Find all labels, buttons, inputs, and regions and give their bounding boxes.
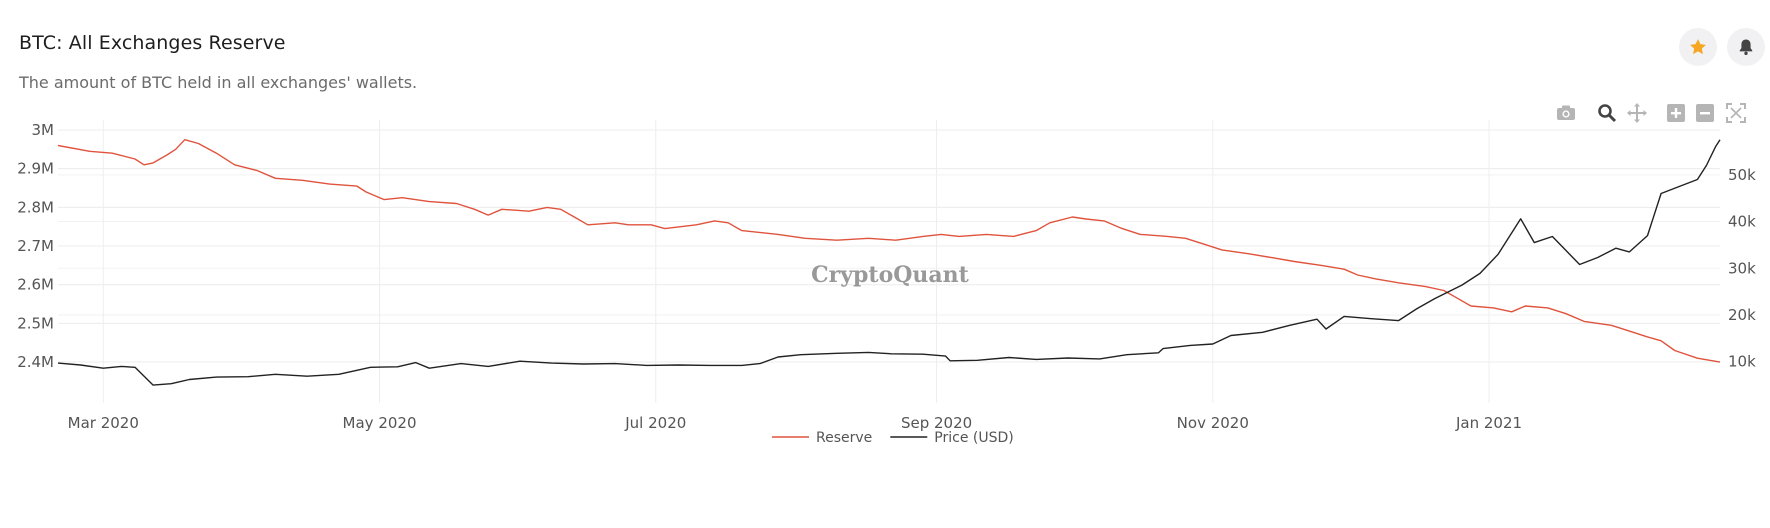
watermark-text: CryptoQuant — [811, 262, 970, 288]
y-left-tick-label: 2.9M — [17, 160, 54, 178]
y-left-tick-label: 2.8M — [17, 198, 54, 216]
x-tick-label: May 2020 — [343, 414, 417, 432]
y-axis-left: 3M 2.9M 2.8M 2.7M 2.6M 2.5M 2.4M — [17, 121, 54, 371]
legend-label: Reserve — [816, 430, 872, 446]
series — [57, 139, 1721, 386]
x-tick-label: Mar 2020 — [68, 414, 139, 432]
bell-icon — [1739, 39, 1753, 55]
series-line-price-usd — [57, 139, 1721, 386]
camera-icon[interactable] — [1556, 103, 1576, 123]
legend-label: Price (USD) — [934, 430, 1013, 446]
y-right-tick-label: 40k — [1728, 213, 1756, 231]
chart-area[interactable]: 3M 2.9M 2.8M 2.7M 2.6M 2.5M 2.4M 10k 20k 30k 40k 5… — [0, 110, 1770, 520]
x-axis: Mar 2020 May 2020 Jul 2020 Sep 2020 Nov 2020… — [68, 414, 1522, 432]
y-right-tick-label: 50k — [1728, 166, 1756, 184]
y-right-tick-label: 10k — [1728, 353, 1756, 371]
chart-subtitle: The amount of BTC held in all exchanges'… — [19, 73, 418, 92]
series-line-reserve — [57, 139, 1721, 363]
legend: Reserve Price (USD) — [772, 430, 1014, 446]
x-tick-label: Jul 2020 — [624, 414, 686, 432]
x-tick-label: Jan 2021 — [1455, 414, 1522, 432]
x-tick-label: Sep 2020 — [901, 414, 972, 432]
zoom-icon[interactable] — [1597, 103, 1617, 123]
y-left-tick-label: 2.6M — [17, 276, 54, 294]
star-icon — [1690, 39, 1706, 55]
alert-button[interactable] — [1727, 28, 1765, 66]
x-tick-label: Nov 2020 — [1177, 414, 1249, 432]
y-left-tick-label: 2.4M — [17, 353, 54, 371]
y-right-tick-label: 20k — [1728, 306, 1756, 324]
favorite-button[interactable] — [1679, 28, 1717, 66]
legend-item[interactable]: Price (USD) — [890, 430, 1014, 446]
autoscale-icon[interactable] — [1726, 103, 1746, 123]
y-right-tick-label: 30k — [1728, 259, 1756, 277]
grid — [58, 120, 1720, 403]
y-left-tick-label: 3M — [32, 121, 55, 139]
chart-title: BTC: All Exchanges Reserve — [19, 32, 286, 54]
y-left-tick-label: 2.7M — [17, 237, 54, 255]
zoom-in-icon[interactable] — [1666, 103, 1686, 123]
y-axis-right: 10k 20k 30k 40k 50k — [1728, 166, 1756, 371]
y-left-tick-label: 2.5M — [17, 314, 54, 332]
legend-item[interactable]: Reserve — [772, 430, 872, 446]
pan-icon[interactable] — [1627, 103, 1647, 123]
zoom-out-icon[interactable] — [1695, 103, 1715, 123]
